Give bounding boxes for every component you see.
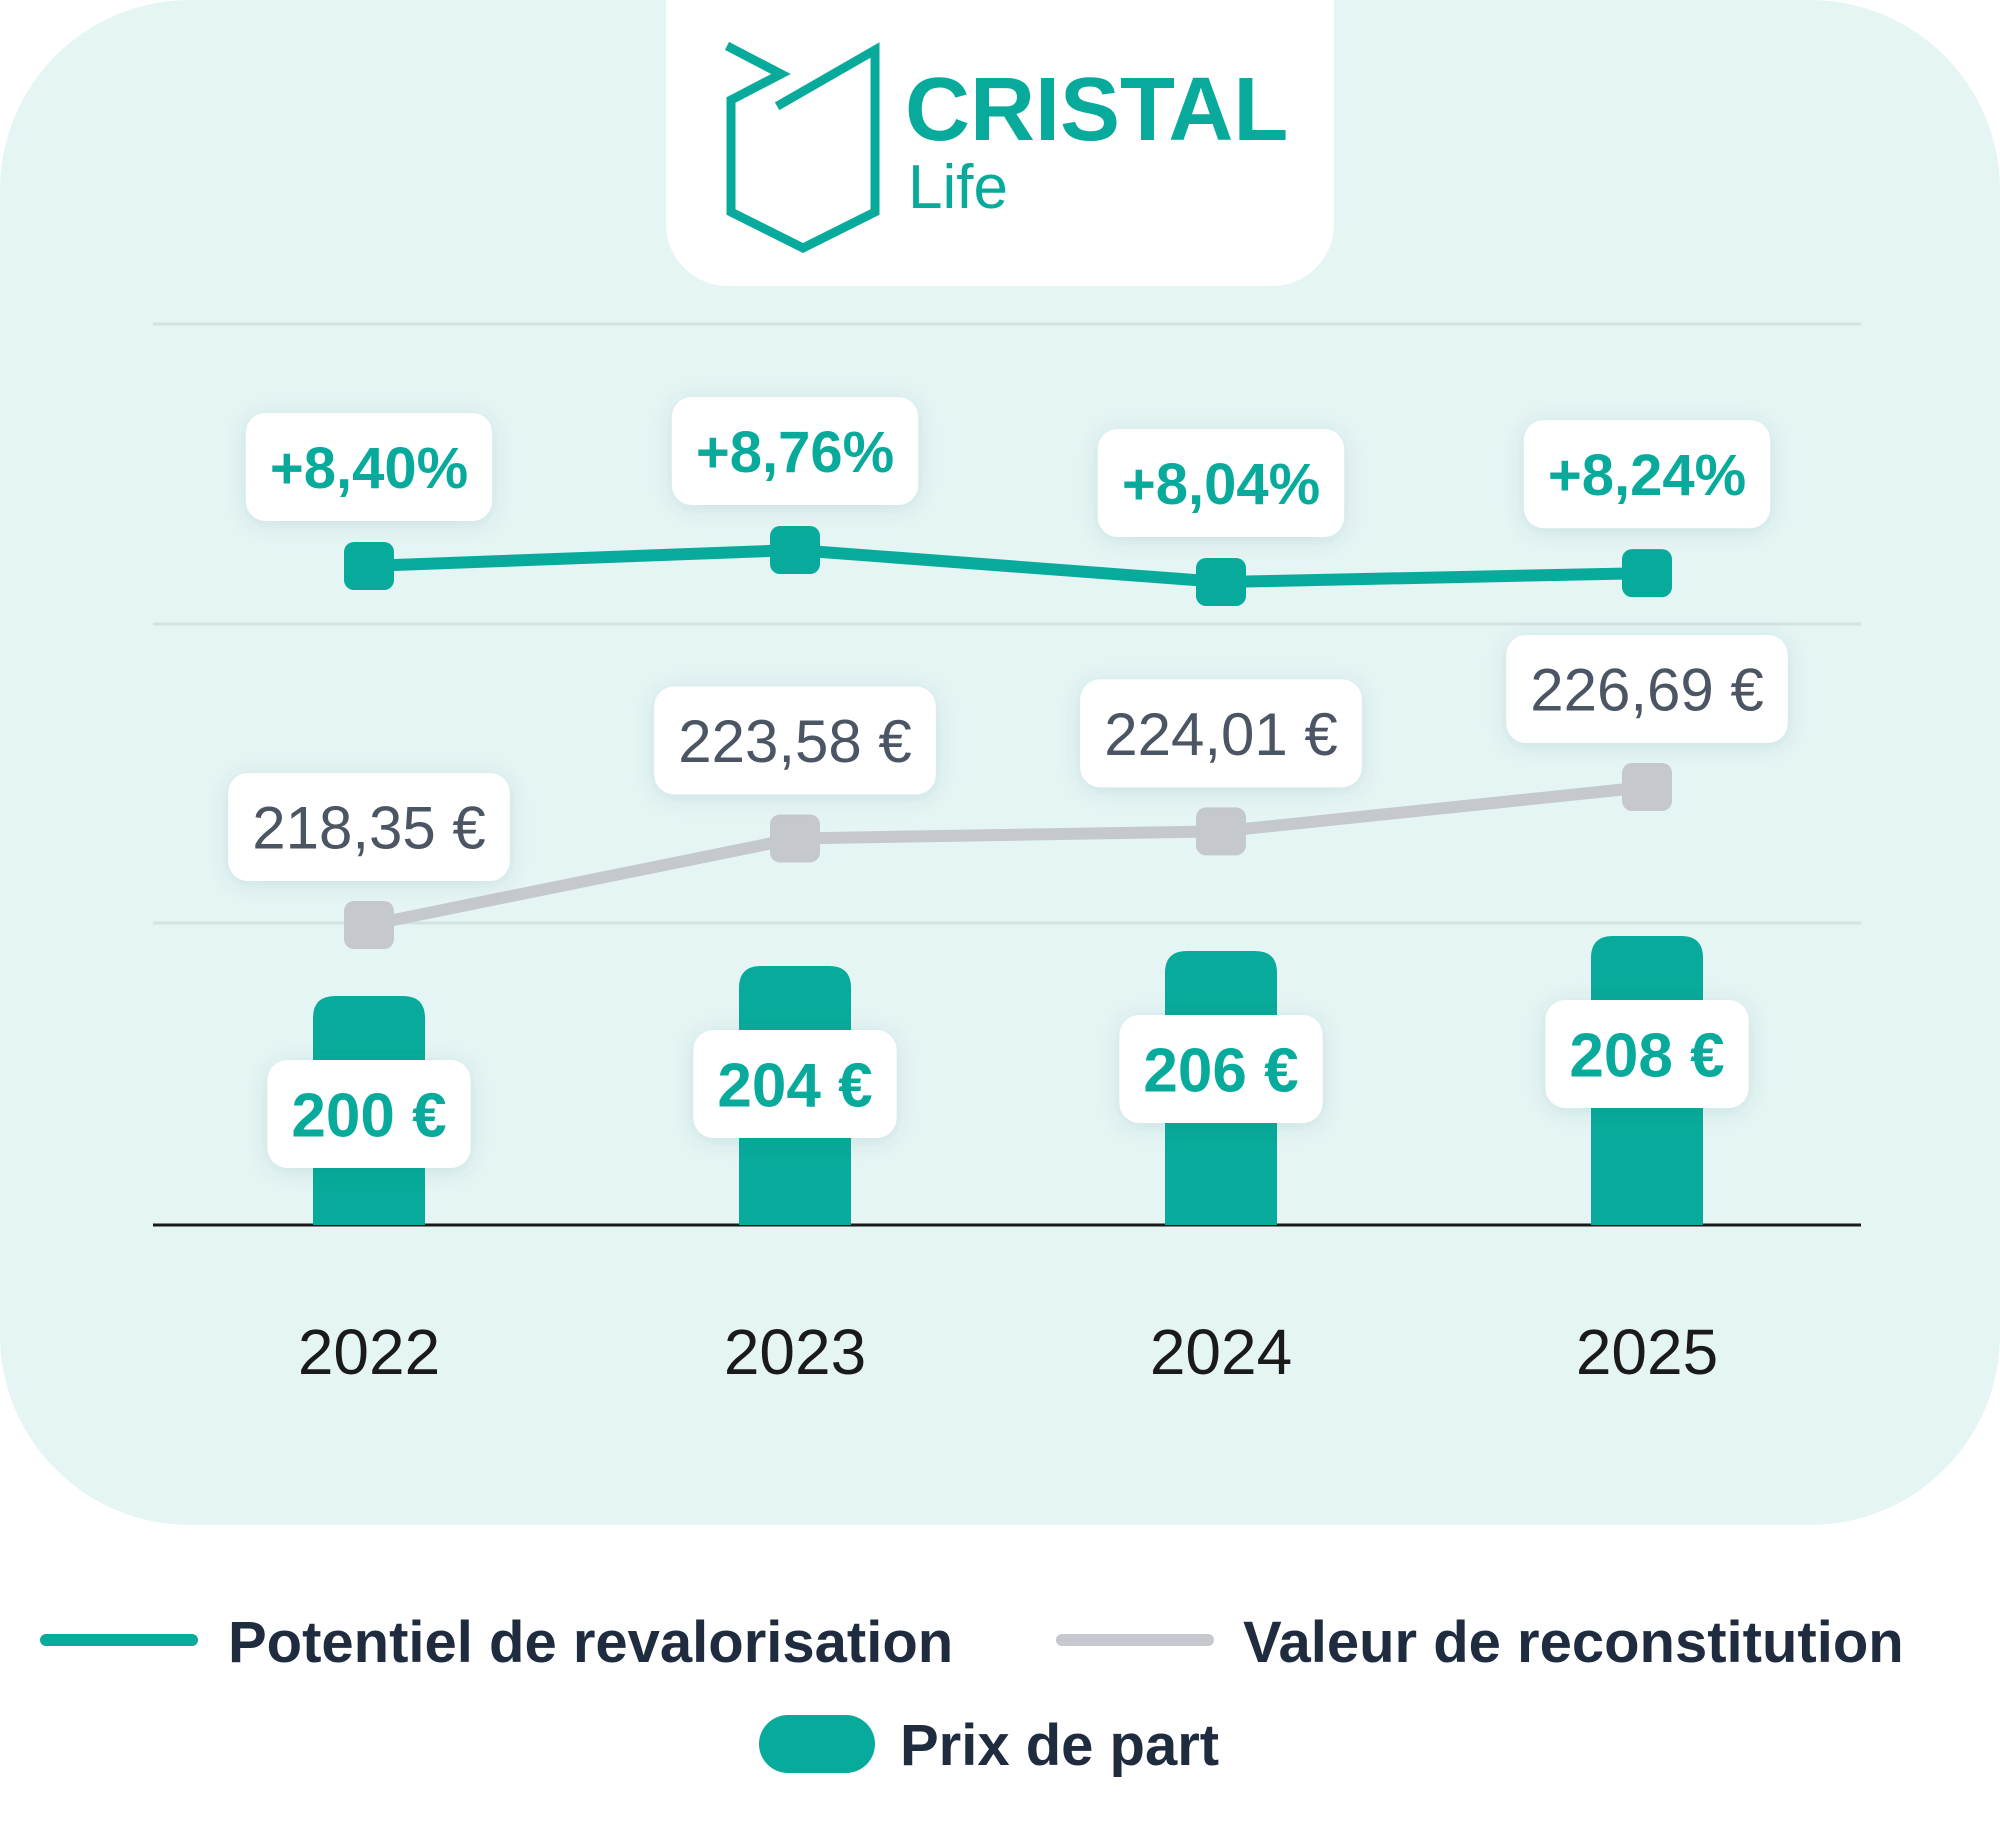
prix-label-2025: 208 € [1545,1000,1749,1108]
valeur-label-2025-text: 226,69 € [1530,657,1764,724]
chart-panel [0,0,2000,1525]
potentiel-label-2023: +8,76% [671,397,919,506]
prix-label-2024: 206 € [1119,1015,1323,1123]
valeur-label-2025: 226,69 € [1506,634,1788,743]
valeur-label-2023: 223,58 € [654,686,936,795]
x-axis-ticks: 2022 2023 2024 2025 [298,1316,1718,1388]
prix-label-2022: 200 € [267,1060,471,1168]
potentiel-label-2024-box [1097,428,1345,537]
valeur-point-2024 [1196,807,1246,856]
prix-label-2025-text: 208 € [1569,1021,1724,1090]
prix-label-2023-box [693,1030,897,1138]
valeur-label-2022: 218,35 € [228,773,510,881]
valeur-line [363,780,1653,931]
potentiel-line [363,544,1653,588]
valeur-label-2023-text: 223,58 € [678,708,912,775]
x-tick-2022: 2022 [298,1316,440,1388]
valeur-point-2025 [1622,762,1672,811]
potentiel-label-2022-text: +8,40% [270,436,468,501]
potentiel-point-2023 [770,526,820,575]
potentiel-point-2022 [344,542,394,590]
legend-label-prix: Prix de part [900,1713,1219,1778]
potentiel-label-2025-text: +8,24% [1548,443,1746,508]
prix-label-2023-text: 204 € [717,1051,872,1120]
potentiel-label-2025: +8,24% [1523,420,1771,529]
prix-label-2022-text: 200 € [291,1081,446,1150]
prix-label-2024-box [1119,1015,1323,1123]
valeur-label-2022-box [228,773,510,881]
x-tick-2023: 2023 [724,1316,866,1388]
valeur-point-2022 [344,901,394,949]
brand-logo: CRISTAL Life [724,41,1288,254]
prix-label-2022-box [267,1060,471,1168]
legend-label-valeur: Valeur de reconstitution [1243,1610,1904,1675]
potentiel-point-2025 [1622,549,1672,598]
valeur-label-2024: 224,01 € [1080,679,1362,788]
potentiel-label-2025-box [1523,420,1771,529]
prix-label-2024-text: 206 € [1143,1036,1298,1105]
potentiel-label-2022: +8,40% [245,413,493,521]
prix-label-2025-box [1545,1000,1749,1108]
valeur-point-2023 [770,814,820,863]
potentiel-label-2024: +8,04% [1097,428,1345,537]
brand-name: CRISTAL [905,60,1288,160]
logo-shield-icon [724,41,880,254]
valeur-label-2024-box [1080,679,1362,788]
legend-label-potentiel: Potentiel de revalorisation [228,1610,953,1675]
potentiel-point-2024 [1196,557,1246,606]
valeur-label-2022-text: 218,35 € [252,795,486,862]
line-series [344,526,1672,949]
x-tick-2024: 2024 [1150,1316,1292,1388]
legend-swatch-prix [759,1715,875,1773]
valeur-label-2025-box [1506,634,1788,743]
brand-sub: Life [908,153,1008,222]
potentiel-label-2024-text: +8,04% [1122,452,1320,517]
x-tick-2025: 2025 [1576,1316,1718,1388]
data-labels: +8,40% +8,76% +8,04% +8,24% 218,35 € 223,58 €… [228,397,1788,1168]
potentiel-label-2023-box [671,397,919,506]
prix-label-2023: 204 € [693,1030,897,1138]
valeur-label-2023-box [654,686,936,795]
gridlines [153,322,1861,925]
potentiel-label-2022-box [245,413,493,521]
potentiel-label-2023-text: +8,76% [696,420,894,485]
valeur-label-2024-text: 224,01 € [1104,701,1338,768]
legend: Potentiel de revalorisation Valeur de re… [40,1610,1904,1778]
